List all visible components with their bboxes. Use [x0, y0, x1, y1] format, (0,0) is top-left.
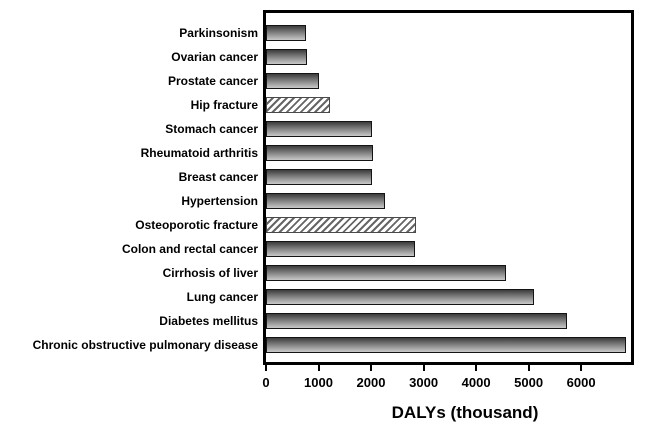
- bar: [266, 265, 506, 281]
- category-labels: Parkinsonism Ovarian cancer Prostate cance…: [0, 21, 258, 357]
- x-axis-tick-label: 4000: [461, 375, 491, 390]
- bar-row: [266, 237, 631, 261]
- category-label: Cirrhosis of liver: [162, 266, 258, 280]
- x-axis-tick-label: 2000: [356, 375, 386, 390]
- x-axis-tick: [580, 365, 583, 371]
- bar-row: [266, 45, 631, 69]
- bar-row: [266, 141, 631, 165]
- category-label: Parkinsonism: [179, 26, 258, 40]
- bar: [266, 121, 373, 137]
- bar: [266, 169, 373, 185]
- category-label: Ovarian cancer: [171, 50, 258, 64]
- category-label: Prostate cancer: [167, 74, 258, 88]
- category-label: Breast cancer: [178, 170, 258, 184]
- bar-row: [266, 261, 631, 285]
- x-axis-tick: [527, 365, 530, 371]
- category-label: Stomach cancer: [165, 122, 258, 136]
- bars-container: [266, 13, 631, 357]
- bar: [266, 25, 306, 41]
- hatched-bar: [266, 217, 417, 233]
- bar-row: [266, 309, 631, 333]
- hatched-bar: [266, 97, 331, 113]
- bar: [266, 193, 385, 209]
- bar: [266, 241, 416, 257]
- category-label: Lung cancer: [186, 290, 258, 304]
- category-label: Chronic obstructive pulmonary disease: [32, 338, 258, 352]
- x-axis-tick: [370, 365, 372, 371]
- x-axis-title: DALYs (thousand): [391, 403, 539, 422]
- bar: [266, 49, 307, 65]
- plot-area: [263, 10, 634, 365]
- x-axis-tick: [422, 365, 425, 371]
- category-label: Osteoporotic fracture: [135, 218, 258, 232]
- bar-row: [266, 21, 631, 45]
- category-label: Diabetes mellitus: [159, 314, 258, 328]
- bar-row: [266, 69, 631, 93]
- bar: [266, 337, 626, 353]
- x-axis-tick: [475, 365, 478, 371]
- category-label: Colon and rectal cancer: [121, 242, 258, 256]
- bar-row: [266, 285, 631, 309]
- bar: [266, 289, 534, 305]
- bar-row: [266, 213, 631, 237]
- x-axis-tick-label: 3000: [409, 375, 439, 390]
- x-axis-tick-label: 1000: [304, 375, 333, 390]
- bar: [266, 313, 567, 329]
- x-axis-tick-label: 0: [262, 375, 270, 390]
- bar-row: [266, 189, 631, 213]
- x-axis-tick: [317, 365, 320, 371]
- category-label: Hypertension: [181, 194, 258, 208]
- bar-row: [266, 165, 631, 189]
- x-axis-tick: [265, 365, 267, 371]
- x-axis-tick-label: 5000: [514, 375, 544, 390]
- category-label: Hip fracture: [190, 98, 258, 112]
- category-label: Rheumatoid arthritis: [140, 146, 258, 160]
- bar: [266, 145, 373, 161]
- bar: [266, 73, 319, 89]
- bar-row: [266, 117, 631, 141]
- bar-row: [266, 333, 631, 357]
- x-axis-tick-label: 6000: [566, 375, 596, 390]
- bar-row: [266, 93, 631, 117]
